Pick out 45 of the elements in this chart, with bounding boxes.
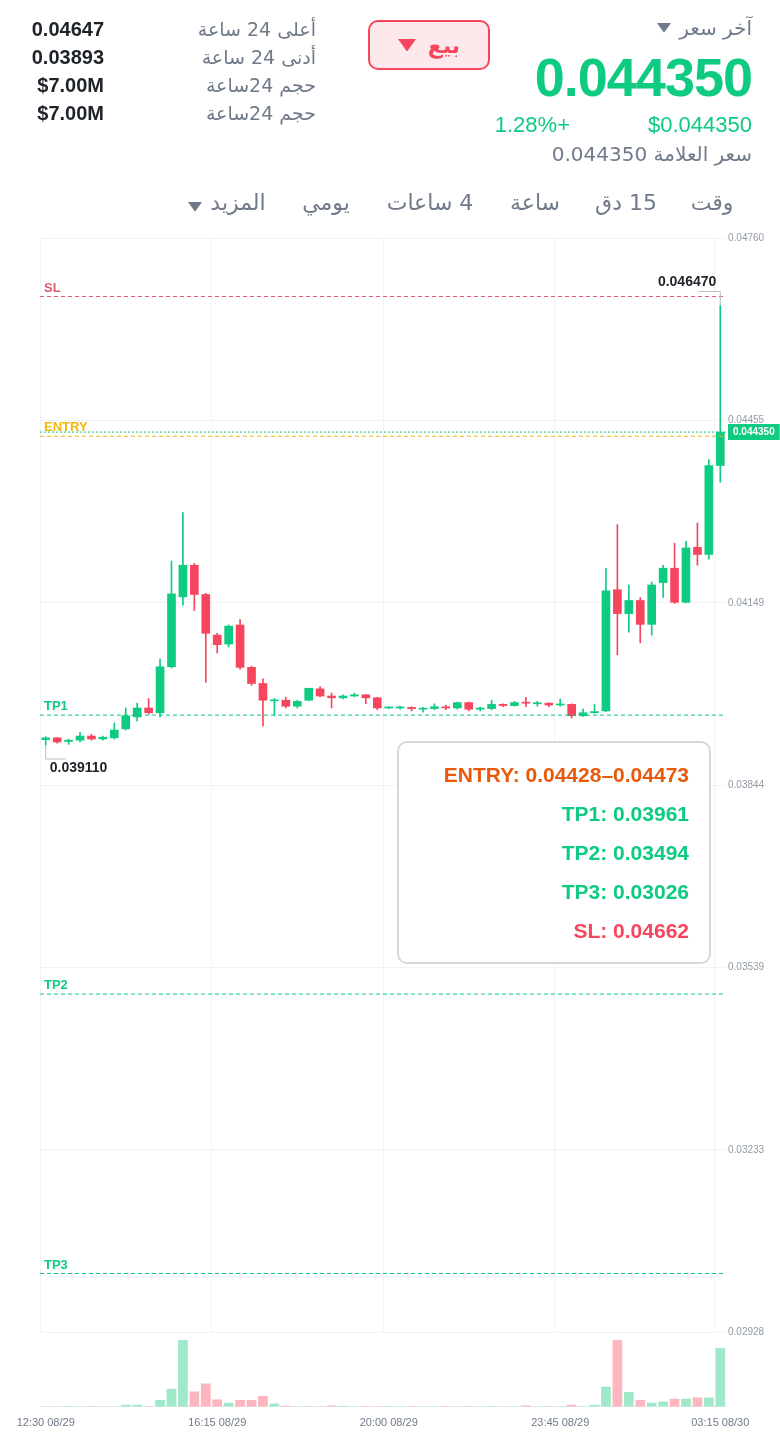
ref-line-label: TP2 xyxy=(44,977,68,993)
text: يومي xyxy=(302,190,350,215)
x-tick-label: 23:45 08/29 xyxy=(531,1416,590,1429)
text: وقت xyxy=(690,190,734,215)
text: حجم 24ساعة xyxy=(205,74,316,96)
text: 0.044350 xyxy=(534,46,752,108)
x-tick-label: 03:15 08/30 xyxy=(691,1416,750,1429)
ref-line-label: TP1 xyxy=(44,698,68,714)
text: 0.03893 xyxy=(31,46,104,69)
annotation: TP1: 0.03961 xyxy=(560,801,690,827)
ref-line-label: ENTRY xyxy=(44,419,88,435)
text: 0.04647 xyxy=(31,18,104,41)
text: أدنى 24 ساعة xyxy=(201,46,316,68)
x-tick-label: 16:15 08/29 xyxy=(188,1416,247,1429)
annotation: 0.046470 xyxy=(657,273,717,290)
y-tick-label: 0.03233 xyxy=(728,1143,765,1155)
y-tick-label: 0.03844 xyxy=(728,778,765,790)
text: سعر العلامة 0.044350 xyxy=(551,142,752,166)
text: $7.00M xyxy=(37,74,104,97)
annotation: 0.039110 xyxy=(49,758,108,775)
x-tick-label: 20:00 08/29 xyxy=(359,1416,418,1429)
text: المزيد xyxy=(210,190,266,215)
annotation: SL: 0.04662 xyxy=(572,918,690,944)
text: أعلى 24 ساعة xyxy=(197,18,316,40)
text: ساعة xyxy=(509,190,561,215)
text: آخر سعر xyxy=(679,16,752,40)
text: $0.044350 xyxy=(648,112,752,138)
y-tick-label: 0.04455 xyxy=(728,413,765,425)
ref-line-label: SL xyxy=(44,279,61,295)
annotation: ENTRY: 0.04428–0.04473 xyxy=(442,762,690,788)
text: $7.00M xyxy=(37,102,104,125)
text: +1.28% xyxy=(494,112,570,138)
ref-line-label: 0.044350 xyxy=(733,425,776,437)
text: 4 ساعات xyxy=(386,190,474,215)
y-tick-label: 0.04760 xyxy=(728,231,765,243)
annotation: TP3: 0.03026 xyxy=(560,879,690,905)
ref-line-label: TP3 xyxy=(44,1256,68,1272)
text: بيع xyxy=(427,32,461,58)
annotation: TP2: 0.03494 xyxy=(560,840,690,866)
y-tick-label: 0.02928 xyxy=(728,1325,765,1337)
y-tick-label: 0.03539 xyxy=(728,960,765,972)
y-tick-label: 0.04149 xyxy=(728,596,765,608)
text: حجم 24ساعة xyxy=(205,102,316,124)
text: 15 دق xyxy=(595,190,657,215)
x-tick-label: 12:30 08/29 xyxy=(16,1416,75,1429)
